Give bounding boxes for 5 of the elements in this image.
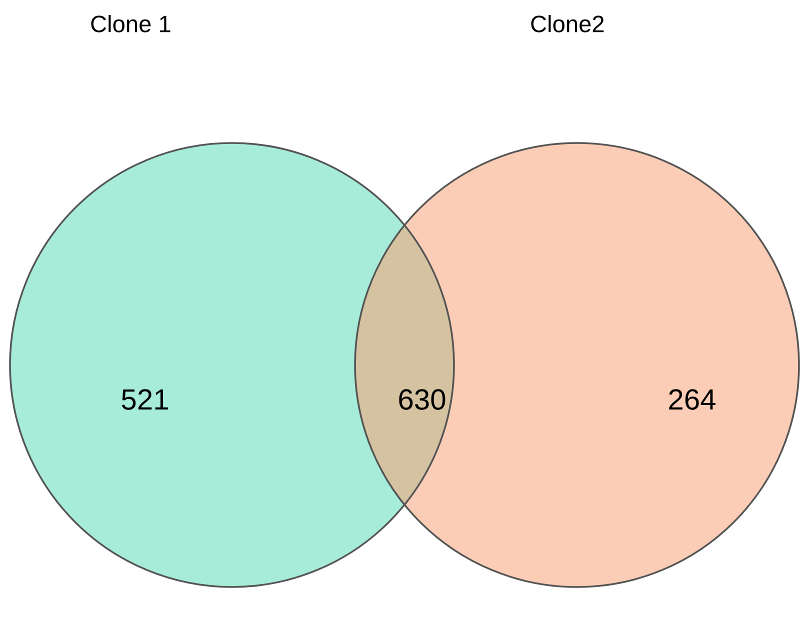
text: Clone 1 (91, 15, 170, 32)
data-label: 521 (122, 389, 168, 410)
text: Clone2 (531, 15, 604, 32)
data-label: 264 (669, 389, 716, 410)
data-label: 630 (399, 389, 446, 410)
